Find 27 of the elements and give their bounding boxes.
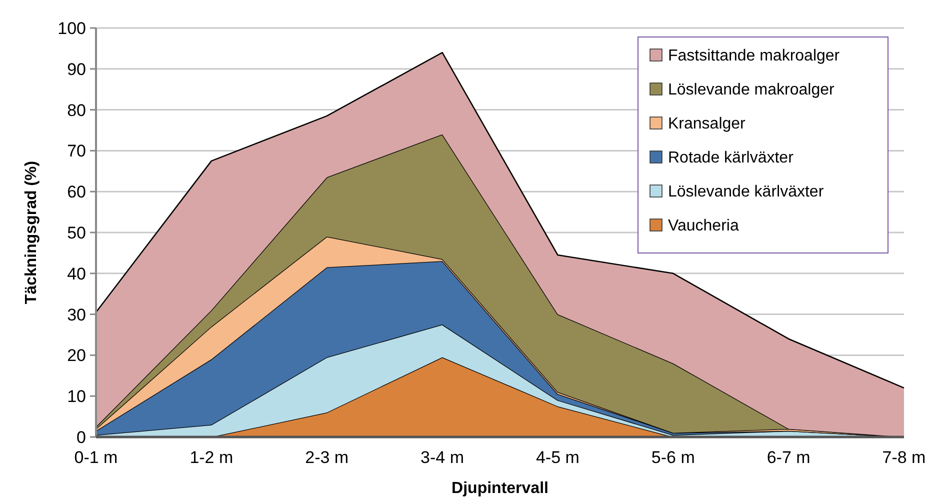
legend-label: Fastsittande makroalger: [668, 48, 840, 65]
x-tick-label: 7-8 m: [882, 448, 926, 467]
y-tick-label: 60: [67, 182, 86, 202]
legend-label: Löslevande makroalger: [668, 82, 835, 99]
y-tick-label: 20: [67, 346, 86, 366]
y-tick-label: 80: [67, 100, 86, 120]
y-tick-label: 70: [67, 142, 86, 161]
y-tick-label: 90: [67, 60, 86, 79]
x-tick-label: 6-7 m: [766, 448, 810, 467]
legend-label: Rotade kärlväxter: [668, 150, 794, 167]
y-tick-label: 50: [67, 223, 86, 242]
x-tick-label: 2-3 m: [305, 448, 349, 467]
y-tick-label: 30: [67, 305, 86, 324]
x-tick-label: 4-5 m: [536, 448, 580, 467]
x-axis-title: Djupintervall: [452, 480, 548, 497]
x-tick-label: 0-1 m: [74, 448, 118, 467]
legend-label: Löslevande kärlväxter: [668, 184, 824, 201]
x-tick-label: 3-4 m: [420, 448, 464, 467]
legend-label: Vaucheria: [668, 218, 739, 235]
y-tick-label: 100: [58, 18, 86, 38]
x-tick-label: 5-6 m: [651, 448, 695, 467]
y-tick-label: 10: [67, 387, 86, 406]
y-tick-label: 40: [67, 264, 86, 284]
legend-label: Kransalger: [668, 116, 746, 133]
x-tick-label: 1-2 m: [190, 448, 234, 467]
y-tick-label: 0: [76, 428, 86, 447]
y-axis-title: Täckningsgrad (%): [23, 160, 40, 304]
